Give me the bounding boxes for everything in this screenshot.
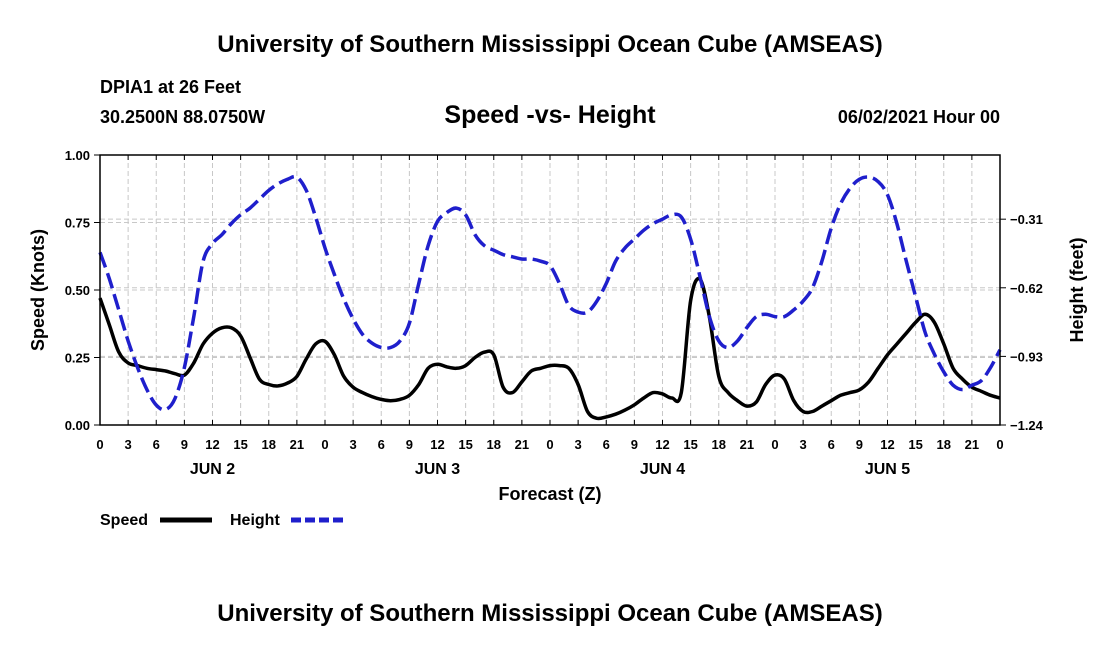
x-tick-label: 21: [515, 437, 529, 452]
chart-subtitle: Speed -vs- Height: [444, 101, 656, 129]
y2-tick-label: −0.62: [1010, 281, 1043, 296]
series-line-speed: [98, 276, 1001, 421]
chart-title-top: University of Southern Mississippi Ocean…: [217, 31, 883, 58]
x-tick-label: 9: [406, 437, 413, 452]
x-tick-label: 3: [350, 437, 357, 452]
x-tick-label: 6: [153, 437, 160, 452]
x-tick-label: 15: [233, 437, 247, 452]
axes: 0 3 6 9 12 15 18 21 0 3 6 9 12 15 18 21 0 3 6 9 12 15 18 21 0 3 6 9…: [65, 148, 1044, 478]
x-tick-label: 18: [712, 437, 726, 452]
y2-tick-label: −0.93: [1010, 349, 1043, 364]
legend: Speed Height: [100, 512, 343, 529]
x-tick-label: 12: [655, 437, 669, 452]
y-tick-label: 0.25: [65, 351, 90, 366]
x-tick-label: 6: [603, 437, 610, 452]
x-tick-label: 6: [828, 437, 835, 452]
x-day-label: JUN 4: [640, 461, 685, 478]
x-day-label: JUN 5: [865, 461, 910, 478]
y2-tick-label: −0.31: [1010, 212, 1043, 227]
x-tick-label: 15: [683, 437, 697, 452]
x-tick-label: 0: [96, 437, 103, 452]
y-tick-label: 1.00: [65, 148, 90, 163]
y-tick-label: 0.50: [65, 283, 90, 298]
x-tick-label: 12: [880, 437, 894, 452]
x-tick-label: 0: [771, 437, 778, 452]
x-tick-label: 6: [378, 437, 385, 452]
y-axis-title-left: Speed (Knots): [28, 229, 48, 351]
x-tick-label: 3: [800, 437, 807, 452]
x-day-label: JUN 2: [190, 461, 235, 478]
x-tick-label: 9: [181, 437, 188, 452]
x-tick-label: 3: [575, 437, 582, 452]
series-lines: [98, 174, 1002, 421]
x-tick-label: 18: [487, 437, 501, 452]
x-tick-label: 21: [290, 437, 304, 452]
x-tick-label: 3: [125, 437, 132, 452]
x-tick-label: 9: [631, 437, 638, 452]
y-tick-label: 0.75: [65, 216, 90, 231]
chart-title-bottom: University of Southern Mississippi Ocean…: [217, 600, 883, 627]
legend-height-label: Height: [230, 512, 280, 529]
station-name: DPIA1 at 26 Feet: [100, 77, 242, 97]
x-tick-label: 18: [937, 437, 951, 452]
run-time: 06/02/2021 Hour 00: [837, 107, 1000, 127]
x-day-label: JUN 3: [415, 461, 460, 478]
series-line-height: [98, 174, 1002, 412]
x-tick-label: 15: [908, 437, 922, 452]
x-tick-label: 15: [458, 437, 472, 452]
x-axis-title: Forecast (Z): [498, 484, 601, 504]
x-tick-label: 18: [262, 437, 276, 452]
grid-lines: [100, 155, 1000, 425]
y2-tick-label: −1.24: [1010, 418, 1044, 433]
legend-speed-label: Speed: [100, 512, 148, 529]
x-tick-label: 9: [856, 437, 863, 452]
x-tick-label: 21: [965, 437, 979, 452]
x-tick-label: 12: [205, 437, 219, 452]
x-tick-label: 0: [546, 437, 553, 452]
x-tick-label: 0: [321, 437, 328, 452]
x-tick-label: 21: [740, 437, 754, 452]
x-tick-label: 12: [430, 437, 444, 452]
y-axis-title-right: Height (feet): [1067, 238, 1087, 343]
station-coords: 30.2500N 88.0750W: [100, 107, 266, 127]
x-tick-label: 0: [996, 437, 1003, 452]
y-tick-label: 0.00: [65, 418, 90, 433]
